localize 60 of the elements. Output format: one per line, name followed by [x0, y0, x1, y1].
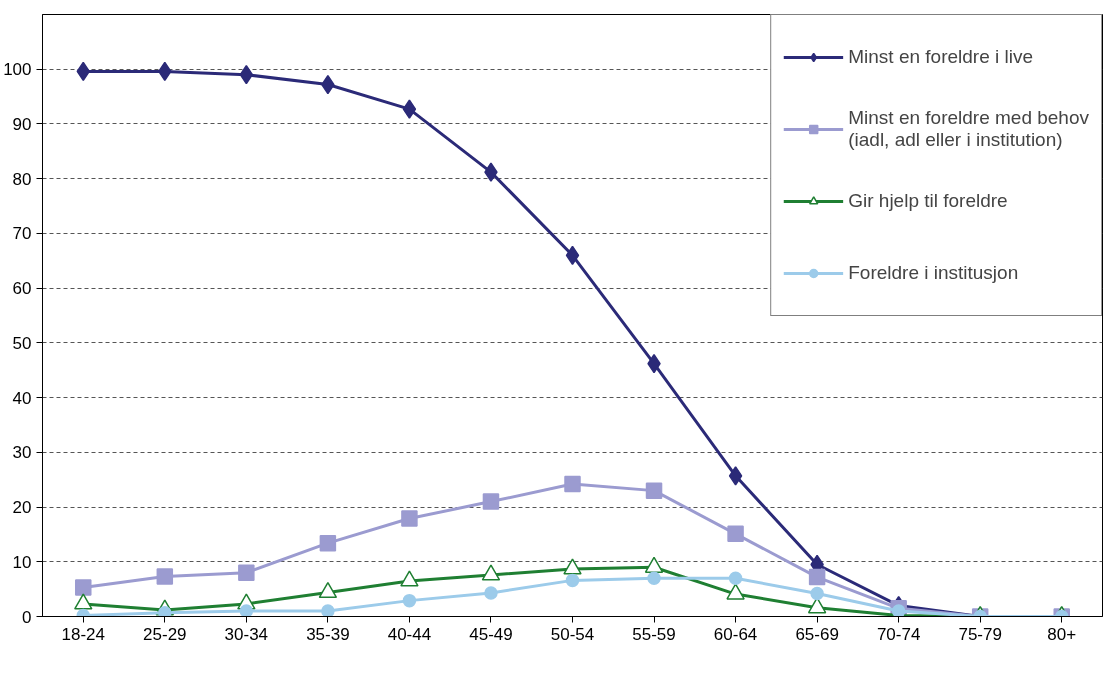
point — [728, 571, 743, 585]
point — [807, 597, 827, 614]
x-tick-label: 75-79 — [958, 624, 1002, 644]
x-tick-label: 50-54 — [550, 624, 595, 644]
point — [74, 593, 93, 610]
point — [239, 604, 254, 617]
y-tick-label: 100 — [3, 60, 32, 80]
x-tick-label: 60-64 — [713, 624, 758, 644]
y-tick-label: 0 — [22, 607, 32, 627]
y-tick-label: 10 — [12, 552, 32, 572]
legend-label: Minst en foreldre i live — [848, 45, 1033, 69]
point — [238, 564, 255, 581]
y-tick-label: 60 — [12, 279, 32, 299]
point — [76, 61, 91, 82]
point — [565, 245, 580, 266]
y-tick-label: 20 — [12, 498, 32, 518]
point — [484, 586, 498, 600]
point — [727, 525, 744, 543]
point — [482, 493, 500, 510]
legend-label: Minst en foreldre med behov (iadl, adl eller i institution) — [848, 106, 1089, 152]
y-tick-label: 80 — [12, 169, 32, 189]
point — [318, 581, 338, 599]
x-tick-label: 18-24 — [61, 624, 106, 644]
point — [647, 571, 661, 585]
point — [564, 475, 581, 493]
x-tick-label: 35-39 — [306, 624, 350, 644]
point — [565, 573, 580, 588]
point — [728, 466, 743, 486]
x-tick-label: 40-44 — [387, 624, 432, 644]
point — [726, 583, 745, 600]
x-tick-label: 25-29 — [143, 624, 187, 644]
point — [321, 604, 335, 617]
point — [319, 534, 337, 552]
point — [563, 558, 582, 575]
point — [484, 162, 498, 182]
x-tick-label: 30-34 — [224, 624, 269, 644]
x-tick-label: 80+ — [1047, 624, 1077, 644]
point — [481, 564, 501, 581]
y-tick-label: 90 — [12, 114, 32, 134]
y-tick-label: 70 — [12, 224, 32, 244]
y-tick-label: 30 — [12, 443, 32, 463]
legend-label: Foreldre i institusjon — [848, 261, 1019, 285]
point — [156, 568, 174, 585]
point — [400, 570, 419, 587]
point — [75, 579, 92, 596]
point — [808, 568, 826, 586]
point — [402, 593, 417, 608]
y-tick-label: 40 — [12, 388, 32, 408]
y-tick-label: 50 — [12, 333, 32, 353]
point — [644, 556, 664, 573]
point — [810, 586, 824, 601]
x-tick-label: 70-74 — [876, 624, 921, 644]
x-tick-label: 55-59 — [632, 624, 676, 644]
point — [401, 510, 418, 527]
point — [402, 99, 417, 119]
point — [239, 64, 254, 85]
x-tick-label: 65-69 — [795, 624, 839, 644]
point — [645, 482, 663, 499]
x-tick-label: 45-49 — [469, 624, 513, 644]
legend-label: Gir hjelp til foreldre — [848, 189, 1008, 213]
